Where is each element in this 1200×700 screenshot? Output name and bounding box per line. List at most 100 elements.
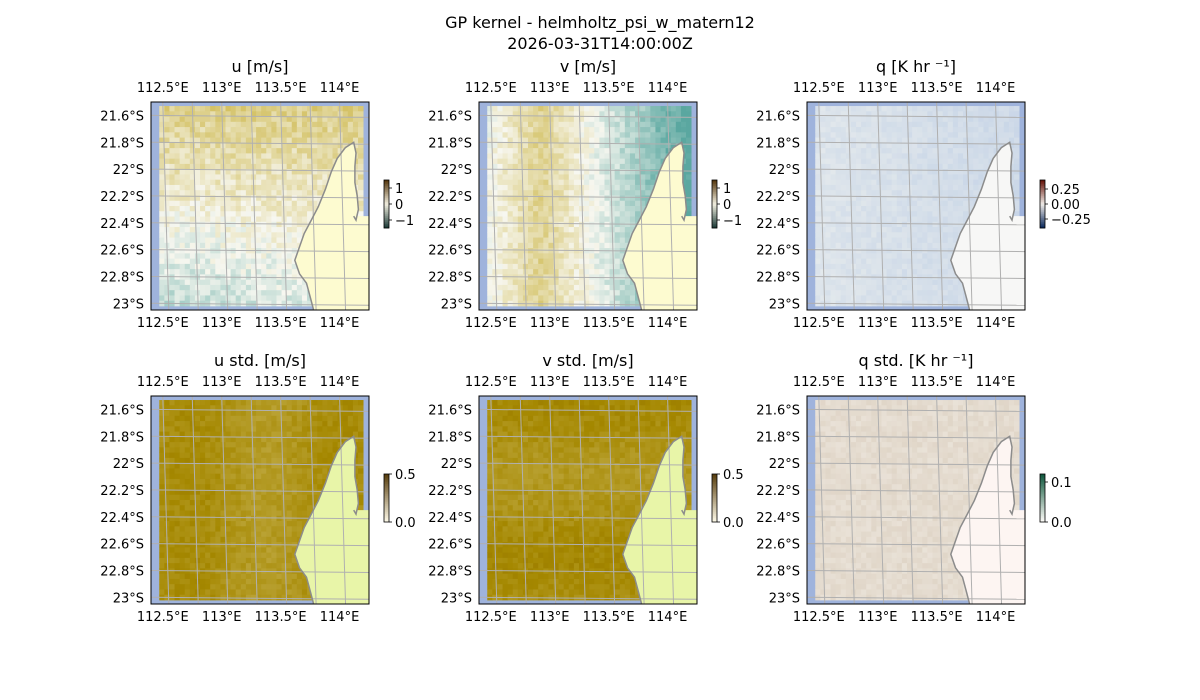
heatmap-cell [159,179,165,186]
heatmap-cell [210,174,216,181]
heatmap-cell [840,284,847,291]
heatmap-cell [205,206,211,212]
heatmap-cell [922,300,928,307]
heatmap-cell [522,121,529,128]
heatmap-cell [686,158,692,165]
heatmap-cell [210,116,216,123]
heatmap-cell [947,274,954,281]
heatmap-cell [825,211,831,217]
heatmap-cell [957,158,964,165]
heatmap-cell [835,242,842,249]
heatmap-cell [568,284,575,291]
heatmap-cell [881,221,887,228]
heatmap-cell [322,179,328,186]
heatmap-cell [261,153,267,160]
heatmap-cell [978,148,984,154]
heatmap-cell [225,111,231,117]
heatmap-cell [937,111,944,117]
heatmap-cell [256,300,262,307]
heatmap-cell [528,121,534,128]
heatmap-cell [159,132,165,138]
heatmap-cell [856,153,862,160]
heatmap-cell [296,200,303,207]
heatmap-cell [1014,106,1020,112]
heatmap-cell [820,184,826,191]
heatmap-cell [947,242,954,249]
heatmap-cell [286,279,293,286]
heatmap-cell [189,221,196,228]
heatmap-cell [871,179,877,186]
heatmap-cell [840,242,847,249]
heatmap-cell [266,426,272,432]
heatmap-cell [835,232,842,238]
heatmap-cell [871,137,877,144]
heatmap-cell [886,237,893,244]
heatmap-cell [250,426,257,432]
heatmap-cell [952,190,959,196]
heatmap-cell [205,179,211,186]
heatmap-cell [906,221,913,228]
heatmap-cell [856,148,862,154]
heatmap-cell [840,290,847,296]
heatmap-cell [256,400,262,406]
heatmap-cell [861,290,867,296]
heatmap-cell [850,269,857,275]
heatmap-cell [296,190,303,196]
heatmap-cell [660,148,667,154]
heatmap-cell [1008,179,1015,186]
heatmap-cell [973,132,979,138]
heatmap-cell [568,206,575,212]
heatmap-cell [891,174,898,181]
heatmap-cell [517,269,524,275]
heatmap-cell [835,258,842,265]
heatmap-cell [312,148,318,154]
heatmap-cell [301,174,308,181]
heatmap-cell [502,242,509,249]
heatmap-cell [563,200,570,207]
heatmap-cell [291,274,298,281]
heatmap-cell [968,163,974,170]
heatmap-cell [825,169,831,175]
heatmap-cell [932,279,938,286]
heatmap-cell [866,216,872,223]
heatmap-cell [614,195,621,202]
heatmap-cell [640,142,646,149]
heatmap-cell [589,169,595,175]
heatmap-cell [194,410,201,417]
heatmap-cell [932,237,938,244]
y-tick-label: 22.2°S [428,190,472,205]
heatmap-cell [220,184,226,191]
heatmap-cell [609,137,616,144]
heatmap-cell [205,137,211,144]
heatmap-cell [528,158,534,165]
heatmap-cell [174,269,181,275]
heatmap-cell [358,142,364,149]
heatmap-cell [973,127,979,133]
heatmap-cell [629,106,636,112]
heatmap-cell [174,426,181,432]
heatmap-cell [179,211,186,217]
heatmap-cell [205,258,211,265]
heatmap-cell [563,263,570,270]
heatmap-cell [563,179,570,186]
heatmap-cell [968,169,974,175]
heatmap-cell [548,195,554,202]
heatmap-cell [861,263,867,270]
heatmap-cell [296,279,303,286]
heatmap-cell [332,132,339,138]
heatmap-cell [922,184,928,191]
heatmap-cell [584,174,590,181]
heatmap-cell [866,253,872,260]
heatmap-cell [825,132,831,138]
heatmap-cell [604,148,610,154]
heatmap-cell [891,121,898,128]
heatmap-cell [322,127,328,133]
heatmap-cell [594,290,600,296]
heatmap-cell [906,295,913,302]
heatmap-cell [835,227,842,233]
heatmap-cell [220,237,226,244]
heatmap-cell [301,184,308,191]
heatmap-cell [952,116,959,123]
heatmap-cell [835,184,842,191]
heatmap-cell [184,216,191,223]
